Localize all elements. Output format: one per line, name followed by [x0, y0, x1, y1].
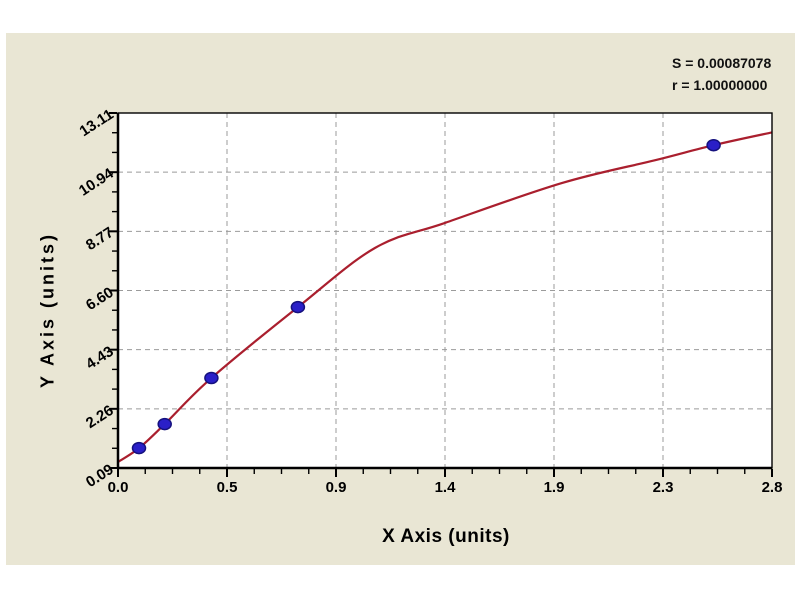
data-point-marker	[204, 371, 219, 385]
x-tick-label: 1.9	[543, 479, 565, 496]
data-point-marker	[131, 441, 147, 455]
x-tick-label: 2.3	[652, 479, 674, 496]
fit-statistics: S = 0.00087078 r = 1.00000000	[672, 52, 771, 96]
y-tick-label: 10.94	[75, 165, 117, 200]
y-tick-label: 13.11	[76, 105, 117, 141]
x-tick-label: 0.0	[107, 479, 129, 496]
data-point-marker	[706, 138, 721, 152]
y-tick-label: 4.43	[82, 342, 117, 373]
y-tick-label: 8.77	[82, 224, 117, 255]
x-tick-label: 1.4	[434, 479, 456, 496]
x-tick-label: 0.5	[216, 479, 238, 496]
stat-r-value: r = 1.00000000	[672, 77, 768, 93]
data-point-marker	[290, 300, 306, 314]
y-tick-label: 2.26	[82, 401, 117, 432]
x-axis-title: X Axis (units)	[382, 526, 510, 547]
x-tick-label: 0.9	[325, 479, 347, 496]
y-tick-label: 6.60	[82, 283, 117, 314]
x-tick-label: 2.8	[761, 479, 783, 496]
y-axis-title: Y Axis (units)	[37, 231, 58, 389]
data-point-marker	[157, 417, 172, 431]
stat-s-value: S = 0.00087078	[672, 55, 772, 71]
